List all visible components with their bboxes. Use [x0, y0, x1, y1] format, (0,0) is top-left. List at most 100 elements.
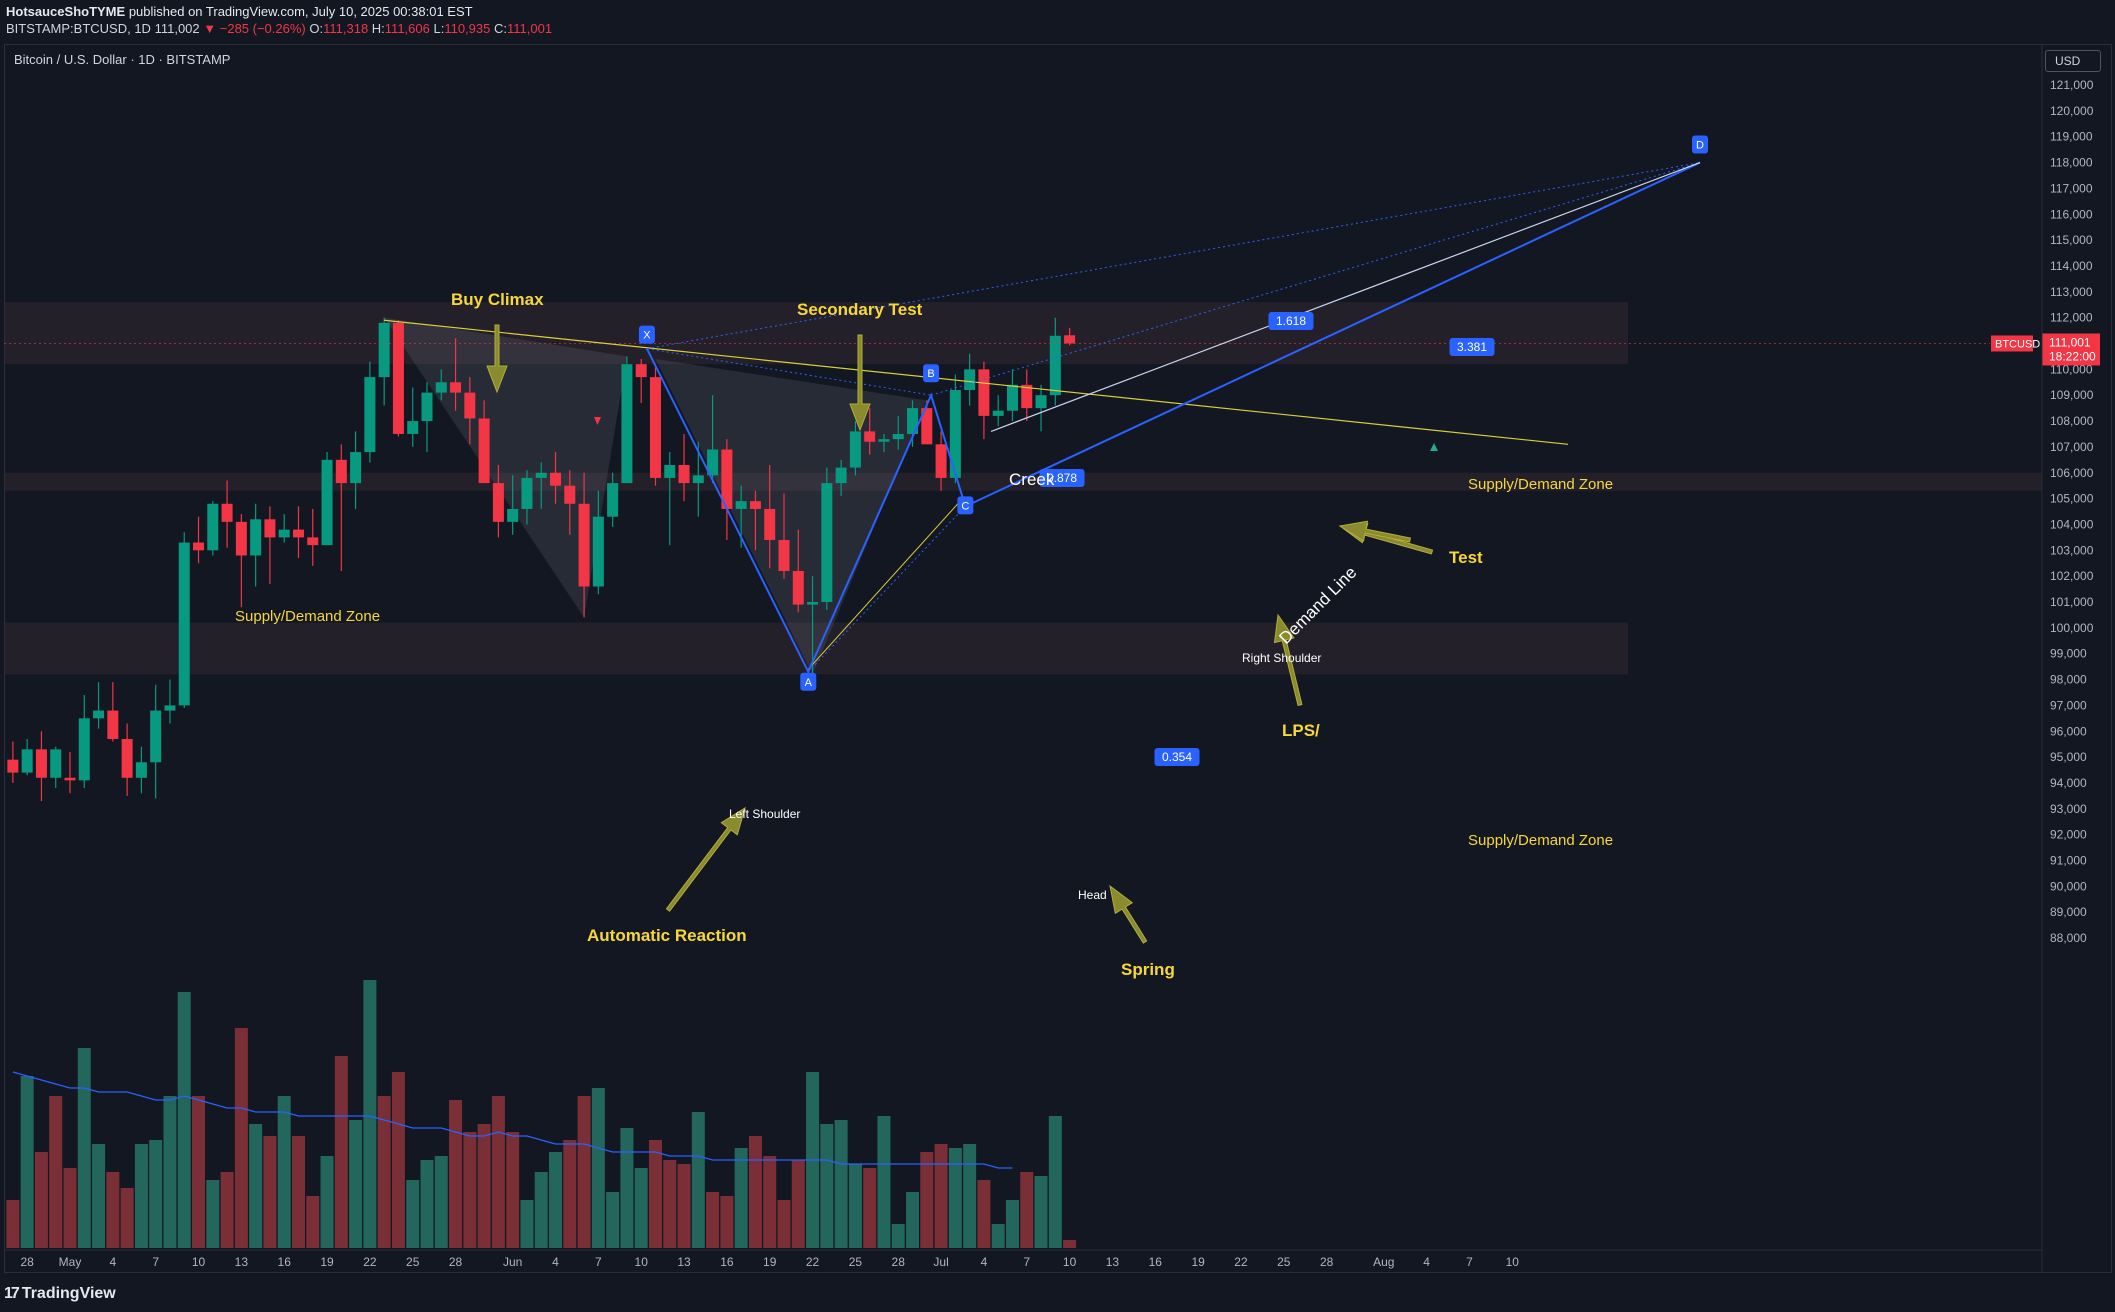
x-tick-label: 28 — [20, 1255, 34, 1269]
y-tick-label: 91,000 — [2050, 854, 2087, 868]
candle-body — [1006, 384, 1018, 411]
candle-body — [35, 749, 47, 778]
candle-body — [821, 483, 833, 602]
candle-body — [778, 539, 790, 571]
harmonic-bd-dotted — [930, 162, 1701, 396]
volume-bar — [791, 1160, 805, 1248]
x-tick-label: 28 — [892, 1255, 906, 1269]
buy-climax-label: Buy Climax — [451, 290, 544, 309]
tradingview-logo-icon: 17 — [4, 1285, 20, 1302]
svg-text:B: B — [927, 368, 934, 380]
volume-bar — [763, 1156, 777, 1248]
volume-bar — [848, 1164, 862, 1248]
secondary-test-label: Secondary Test — [797, 300, 923, 319]
candle-body — [764, 508, 776, 540]
volume-ma-line — [12, 1071, 1013, 1169]
candle-body — [735, 501, 747, 509]
candle-body — [635, 364, 647, 378]
candle-body — [692, 475, 704, 484]
x-tick-label: 16 — [1149, 1255, 1163, 1269]
price-change: ▼ −285 (−0.26%) — [203, 21, 306, 36]
candle-body — [878, 439, 890, 442]
x-tick-label: 7 — [1023, 1255, 1030, 1269]
point-b-label: B — [923, 364, 940, 383]
volume-bar — [506, 1132, 520, 1248]
volume-bar — [491, 1096, 505, 1248]
candle-body — [378, 322, 390, 378]
sd-zone-upper-label: Supply/Demand Zone — [1468, 476, 1613, 493]
candle-body — [807, 602, 819, 605]
candle-body — [178, 542, 190, 706]
y-tick-label: 120,000 — [2050, 104, 2094, 118]
y-tick-label: 90,000 — [2050, 879, 2087, 893]
x-tick-label: 16 — [720, 1255, 734, 1269]
x-tick-label: 4 — [1423, 1255, 1430, 1269]
x-tick-label: 28 — [449, 1255, 463, 1269]
volume-bar — [92, 1144, 106, 1248]
left-shoulder-label: Left Shoulder — [729, 807, 800, 821]
y-tick-label: 103,000 — [2050, 543, 2094, 557]
candle-body — [292, 529, 304, 538]
x-tick-label: Aug — [1373, 1255, 1394, 1269]
volume-bar — [1034, 1176, 1048, 1248]
head-label: Head — [1078, 888, 1107, 902]
spring-arrow — [1109, 884, 1148, 944]
tradingview-logo[interactable]: 17 TradingView — [4, 1285, 116, 1303]
price-tag-value-bg — [2042, 333, 2100, 366]
candle-body — [864, 431, 876, 442]
y-tick-label: 118,000 — [2050, 156, 2093, 170]
candle-body — [421, 392, 433, 422]
x-tick-label: 13 — [677, 1255, 691, 1269]
y-tick-label: 102,000 — [2050, 569, 2094, 583]
y-tick-label: 105,000 — [2050, 492, 2094, 506]
volume-bar — [963, 1144, 977, 1248]
creek-label: Creek — [1009, 470, 1055, 489]
volume-bar — [20, 1076, 34, 1248]
x-tick-label: Jul — [933, 1255, 948, 1269]
volume-bar — [777, 1200, 791, 1248]
candle-body — [578, 503, 590, 587]
candle-body — [1035, 395, 1047, 409]
volume-bar — [591, 1088, 605, 1248]
ratio-3381-badge: 3.381 — [1449, 338, 1495, 356]
volume-bar — [6, 1200, 20, 1248]
y-tick-label: 117,000 — [2050, 181, 2093, 195]
y-tick-label: 95,000 — [2050, 750, 2087, 764]
x-tick-label: 7 — [595, 1255, 602, 1269]
candle-body — [935, 444, 947, 478]
volume-bar — [420, 1160, 434, 1248]
candle-body — [278, 529, 290, 538]
x-tick-label: Jun — [503, 1255, 522, 1269]
y-tick-label: 121,000 — [2050, 78, 2094, 92]
candle-body — [978, 369, 990, 416]
y-tick-label: 94,000 — [2050, 776, 2087, 790]
x-tick-label: 10 — [192, 1255, 206, 1269]
volume-bar — [563, 1140, 577, 1248]
currency-button[interactable]: USD — [2045, 50, 2101, 72]
high-value: 111,606 — [384, 21, 430, 36]
volume-bar — [463, 1132, 477, 1248]
x-tick-label: 7 — [1466, 1255, 1473, 1269]
candle-body — [992, 410, 1004, 416]
candle-body — [50, 749, 62, 778]
volume-bar — [192, 1096, 206, 1248]
candle-body — [707, 449, 719, 476]
volume-bar — [77, 1048, 91, 1248]
x-tick-label: 28 — [1320, 1255, 1334, 1269]
test-label: Test — [1449, 548, 1483, 567]
chart-panel[interactable] — [4, 44, 2112, 1273]
candle-body — [364, 377, 376, 453]
lps-arrow — [1273, 613, 1303, 707]
volume-bar — [648, 1140, 662, 1248]
y-tick-label: 107,000 — [2050, 440, 2094, 454]
candle-body — [492, 483, 504, 522]
volume-bar — [863, 1168, 877, 1248]
volume-bar — [63, 1168, 77, 1248]
volume-bar — [677, 1164, 691, 1248]
volume-bar — [291, 1136, 305, 1248]
buy-marker — [1430, 443, 1438, 451]
volume-bar — [577, 1096, 591, 1248]
svg-text:D: D — [1696, 140, 1704, 152]
volume-bar — [163, 1096, 177, 1248]
